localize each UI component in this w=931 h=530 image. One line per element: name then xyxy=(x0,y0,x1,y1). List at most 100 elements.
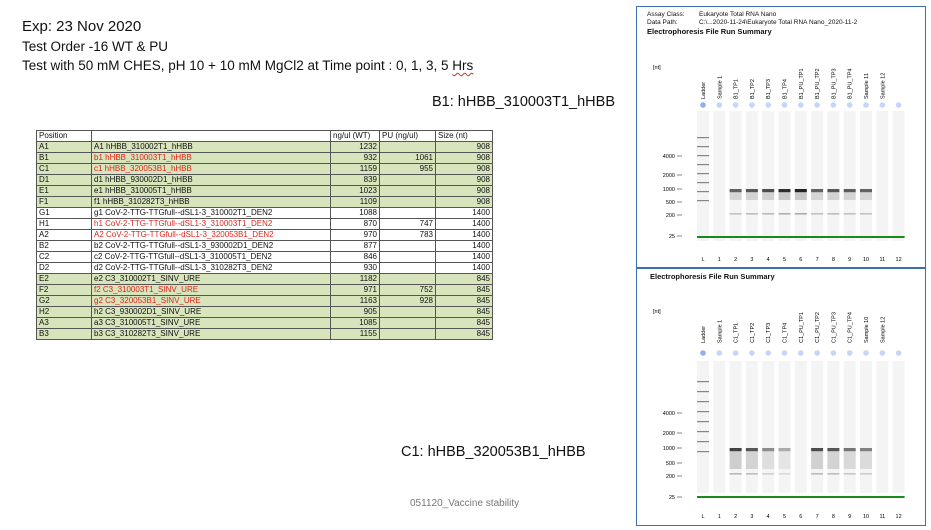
name-cell: b2 CoV-2-TTG-TTGfull--dSL1-3_930002D1_DE… xyxy=(91,240,331,252)
data-path-value: C:\...2020-11-24\Eukaryote Total RNA Nan… xyxy=(699,18,858,26)
gel-lane xyxy=(843,361,856,493)
table-row: G2 g2 C3_320053B1_SINV_URE 1163 928 845 xyxy=(36,295,493,307)
name-cell: e2 C3_310002T1_SINV_URE xyxy=(91,273,331,285)
lane-name: Sample 12 xyxy=(880,73,886,99)
position-cell: E1 xyxy=(36,185,92,197)
low-band xyxy=(811,473,824,475)
sample-dot xyxy=(765,102,771,108)
gel-lane xyxy=(745,111,758,241)
main-band xyxy=(762,189,775,193)
sample-dot xyxy=(863,102,869,108)
lane-name: Ladder xyxy=(701,82,707,99)
lane-number: 4 xyxy=(767,514,770,520)
size-cell: 845 xyxy=(435,328,493,340)
gel-lane xyxy=(860,361,872,493)
lane-number: 2 xyxy=(734,514,737,520)
lane-name: C1_PU_TP4 xyxy=(848,312,854,343)
table-row: F2 f2 C3_310003T1_SINV_URE 971 752 845 xyxy=(36,284,493,296)
table-row: B1 b1 hHBB_310003T1_hHBB 932 1061 908 xyxy=(36,152,493,164)
smear-band xyxy=(762,451,775,469)
low-band xyxy=(729,473,742,475)
conditions-hrs: Hrs xyxy=(452,58,474,73)
pu-cell xyxy=(379,174,436,186)
gel-lane xyxy=(713,111,726,241)
position-cell: D2 xyxy=(36,262,92,274)
assay-class-value: Eukaryote Total RNA Nano xyxy=(699,11,777,18)
gel-lane xyxy=(827,361,840,493)
pu-cell xyxy=(379,196,436,208)
table-row: H2 h2 C3_930002D1_SINV_URE 905 845 xyxy=(36,306,493,318)
gel-lane xyxy=(778,361,791,493)
assay-class-key: Assay Class: xyxy=(647,11,685,18)
ladder-band xyxy=(697,200,709,202)
position-cell: H2 xyxy=(36,306,92,318)
gel-lane xyxy=(860,111,872,241)
size-cell: 908 xyxy=(435,174,493,186)
low-band xyxy=(827,213,840,215)
main-band xyxy=(729,448,742,452)
position-cell: A2 xyxy=(36,229,92,241)
ladder-band xyxy=(697,164,709,166)
sample-dot xyxy=(716,350,723,356)
gel-bottom-title: Electrophoresis File Run Summary xyxy=(650,272,775,281)
sample-dot xyxy=(895,350,902,356)
y-tick-label: 25 xyxy=(669,495,675,501)
wt-cell: 1155 xyxy=(330,328,380,340)
name-cell: f1 hHBB_310282T3_hHBB xyxy=(91,196,331,208)
ladder-band xyxy=(697,182,709,184)
position-cell: A3 xyxy=(36,317,92,329)
gel-lane xyxy=(762,111,775,241)
name-cell: f2 C3_310003T1_SINV_URE xyxy=(91,284,331,296)
lane-name: B1_TP1 xyxy=(734,79,740,99)
main-band xyxy=(762,448,775,452)
y-tick-label: 200 xyxy=(666,474,675,480)
low-band xyxy=(762,213,775,215)
low-band xyxy=(778,213,791,215)
sample-dot xyxy=(846,102,853,108)
lane-name: Sample 11 xyxy=(864,73,870,99)
slide-footer: 051120_Vaccine stability xyxy=(410,498,520,509)
ladder-band xyxy=(697,441,709,443)
size-cell: 908 xyxy=(435,185,493,197)
header-size: Size (nt) xyxy=(435,130,493,142)
position-cell: F2 xyxy=(36,284,92,296)
sample-dot xyxy=(732,350,739,356)
marker-line xyxy=(697,496,905,498)
panel-divider xyxy=(637,267,925,269)
smear-band xyxy=(827,451,840,469)
sample-dot xyxy=(781,350,788,356)
low-band xyxy=(811,213,824,215)
lane-number: 6 xyxy=(799,514,802,520)
gel-lane xyxy=(762,361,775,493)
slide-header: Exp: 23 Nov 2020 Test Order -16 WT & PU … xyxy=(22,16,473,75)
sample-dot xyxy=(830,102,837,108)
lane-name: Sample 12 xyxy=(880,317,886,343)
wt-cell: 870 xyxy=(330,218,380,230)
b1-sample-label: B1: hHBB_310003T1_hHBB xyxy=(432,94,615,110)
y-tick-label: 2000 xyxy=(663,173,675,179)
size-cell: 1400 xyxy=(435,218,493,230)
low-band xyxy=(745,213,758,215)
ladder-band xyxy=(697,173,709,175)
gel-bottom-image: [nt] Ladder Sample 1 C1_TP1 C1_TP2 C1_TP3 C1_T… xyxy=(653,309,905,520)
lane-number: 9 xyxy=(848,514,851,520)
ladder-band xyxy=(697,431,709,433)
gel-top-image: [nt] Ladder Sample 1 B1_TP1 B1_TP2 B1_TP3 B1_T… xyxy=(653,65,905,263)
name-cell: b1 hHBB_310003T1_hHBB xyxy=(91,152,331,164)
y-tick-label: 25 xyxy=(669,234,675,240)
main-band xyxy=(745,448,758,452)
low-band xyxy=(827,473,840,475)
lane-name: Sample 1 xyxy=(717,320,723,343)
name-cell: c2 CoV-2-TTG-TTGfull--dSL1-3_310005T1_DE… xyxy=(91,251,331,263)
y-tick-label: 1000 xyxy=(663,187,675,193)
table-row: A3 a3 C3_310005T1_SINV_URE 1085 845 xyxy=(36,317,493,329)
smear-band xyxy=(729,451,742,469)
size-cell: 908 xyxy=(435,163,493,175)
gel-lane xyxy=(745,361,758,493)
wt-cell: 1159 xyxy=(330,163,380,175)
header-pu: PU (ng/ul) xyxy=(379,130,436,142)
lane-name: Ladder xyxy=(701,326,707,343)
size-cell: 1400 xyxy=(435,207,493,219)
smear-band xyxy=(745,451,758,469)
sample-dot xyxy=(830,350,837,356)
